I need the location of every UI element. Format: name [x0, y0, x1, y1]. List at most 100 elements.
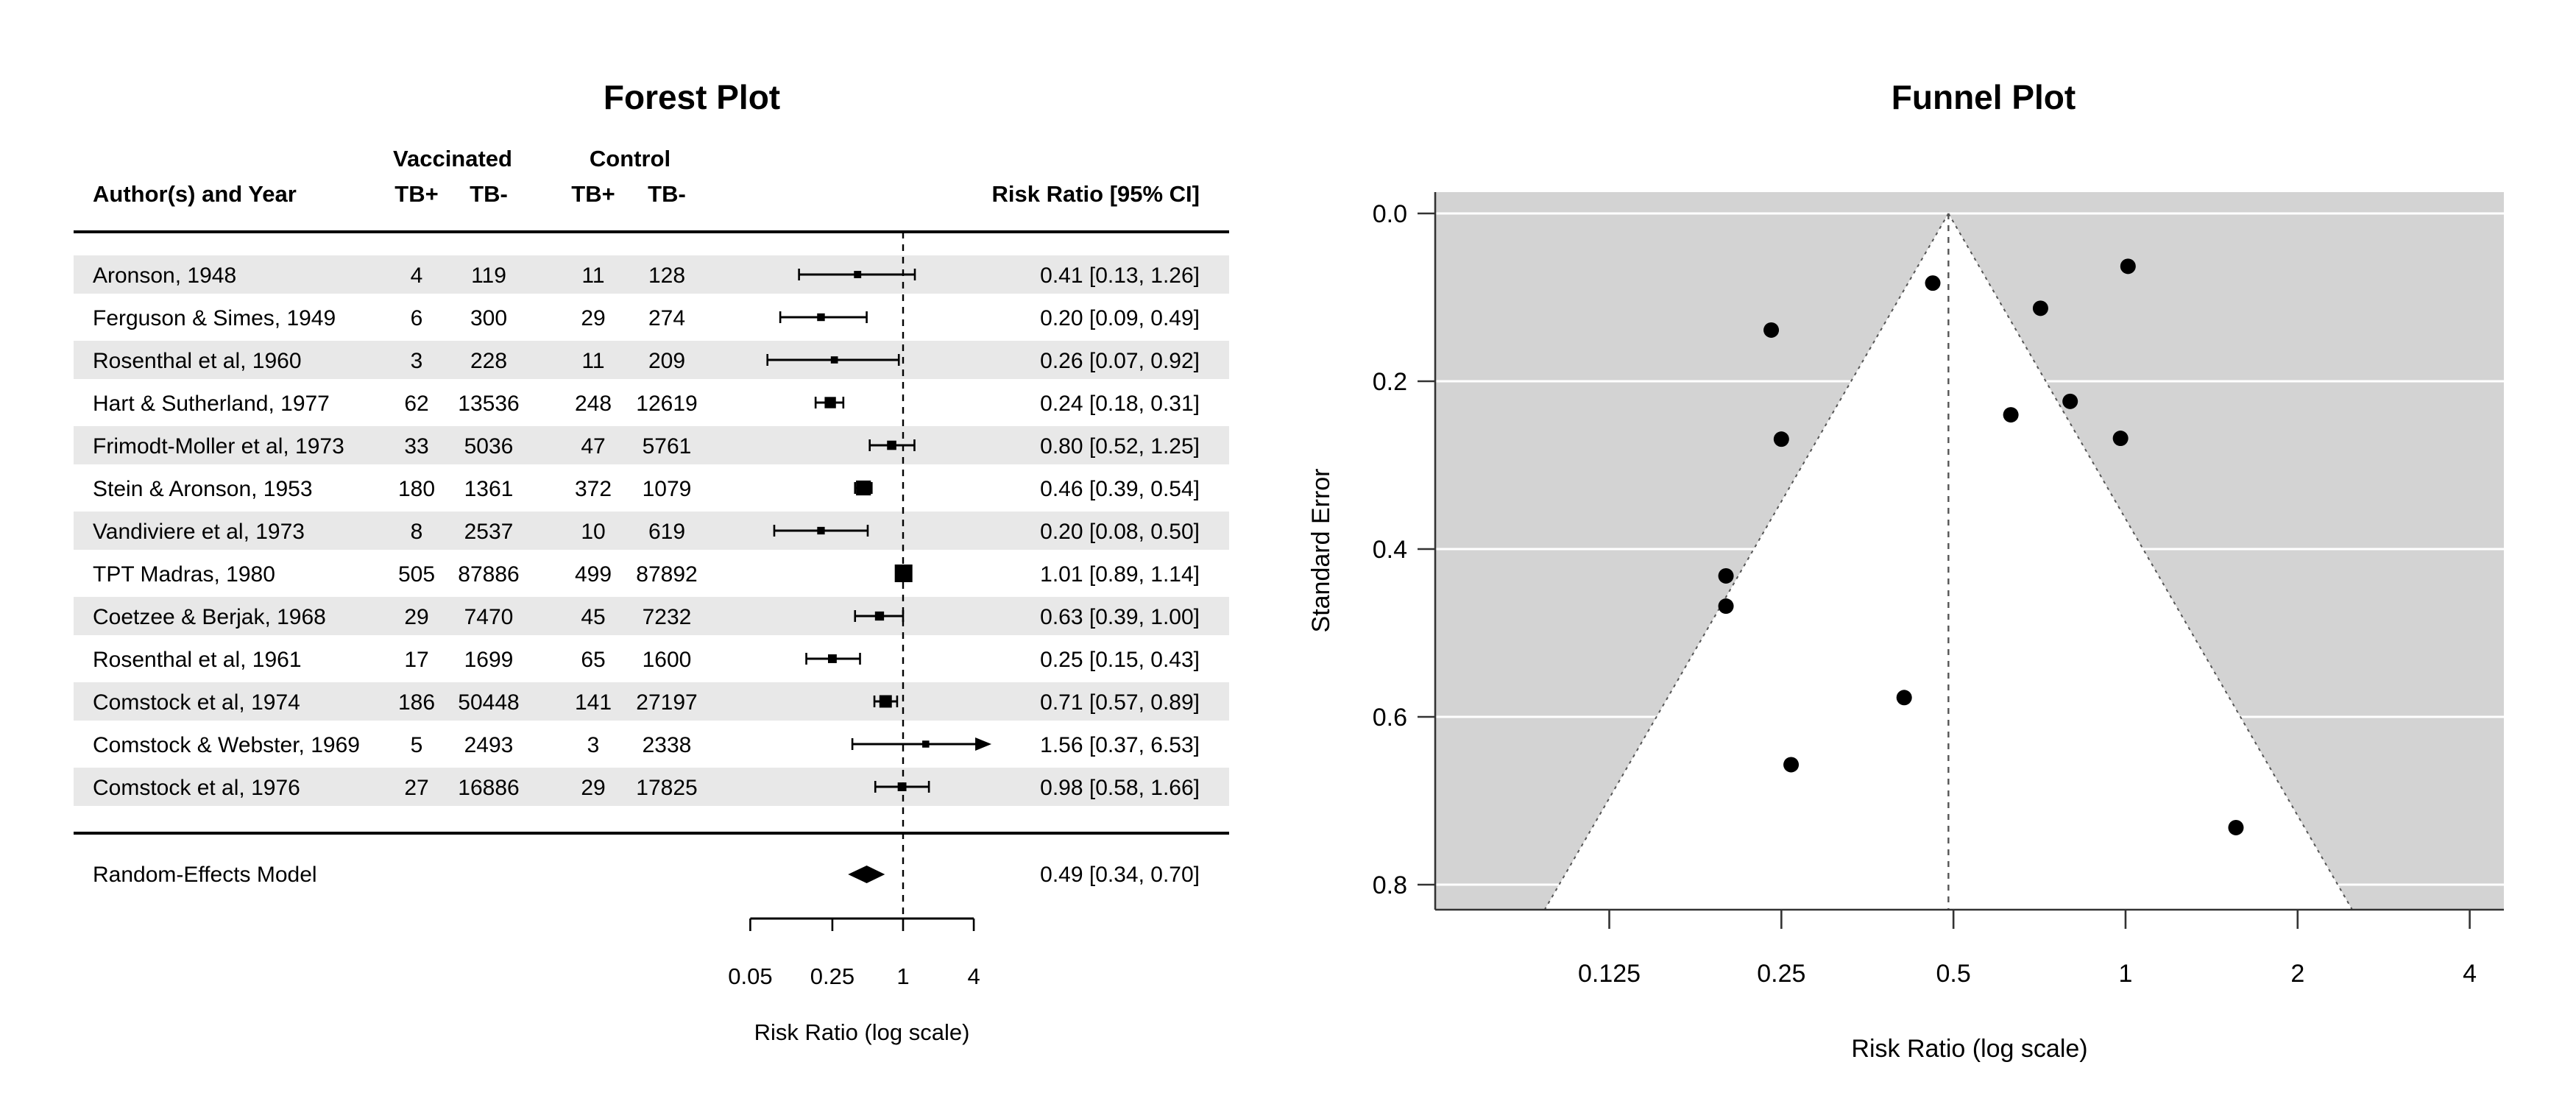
forest-header-c-tb-neg: TB-	[648, 181, 686, 207]
vaccinated-tb-neg-count: 300	[470, 306, 507, 330]
study-estimate-label: 0.63 [0.39, 1.00]	[1040, 605, 1200, 629]
study-author: TPT Madras, 1980	[93, 562, 275, 587]
study-estimate-label: 0.71 [0.57, 0.89]	[1040, 690, 1200, 715]
control-tb-neg-count: 12619	[636, 392, 697, 416]
vaccinated-tb-pos-count: 17	[404, 648, 428, 672]
funnel-point	[1773, 431, 1789, 447]
forest-x-tick-label: 1	[896, 963, 909, 989]
forest-plot-panel: Forest Plot Vaccinated Control Author(s)…	[74, 78, 1229, 1045]
funnel-point	[2112, 431, 2129, 447]
control-tb-neg-count: 1600	[643, 648, 692, 672]
control-tb-pos-count: 29	[581, 776, 605, 800]
study-estimate-label: 0.26 [0.07, 0.92]	[1040, 349, 1200, 373]
effect-size-square	[817, 313, 825, 322]
forest-header-author: Author(s) and Year	[93, 181, 297, 207]
vaccinated-tb-neg-count: 5036	[464, 434, 514, 459]
effect-size-square	[827, 654, 837, 663]
vaccinated-tb-neg-count: 87886	[458, 562, 519, 587]
funnel-x-tick-label: 4	[2463, 960, 2477, 988]
study-author: Coetzee & Berjak, 1968	[93, 605, 326, 629]
funnel-point	[1718, 567, 1734, 584]
control-tb-pos-count: 141	[575, 690, 612, 715]
forest-header-estimate: Risk Ratio [95% CI]	[991, 181, 1200, 207]
effect-size-square	[824, 397, 836, 408]
study-author: Aronson, 1948	[93, 263, 236, 288]
study-author: Frimodt-Moller et al, 1973	[93, 434, 344, 459]
forest-x-tick-label: 0.05	[728, 963, 772, 989]
funnel-plot-panel: Funnel Plot 0.0 0.2 0.4 0.6 0.8 0.125 0.25 0.5 1…	[1288, 0, 2576, 1104]
vaccinated-tb-neg-count: 50448	[458, 690, 519, 715]
forest-plot-svg: Forest Plot Vaccinated Control Author(s)…	[74, 78, 1229, 1045]
vaccinated-tb-pos-count: 33	[404, 434, 428, 459]
vaccinated-tb-neg-count: 1361	[464, 477, 514, 501]
vaccinated-tb-pos-count: 505	[398, 562, 435, 587]
vaccinated-tb-pos-count: 27	[404, 776, 428, 800]
study-estimate-label: 0.46 [0.39, 0.54]	[1040, 477, 1200, 501]
row-shade-band	[74, 768, 1229, 806]
vaccinated-tb-pos-count: 6	[411, 306, 423, 330]
forest-plot-body: Aronson, 1948 4 119 11 128 0.41 [0.13, 1.26] F…	[74, 230, 1229, 989]
vaccinated-tb-pos-count: 62	[404, 392, 428, 416]
row-shade-band	[74, 426, 1229, 464]
vaccinated-tb-neg-count: 2537	[464, 520, 514, 544]
vaccinated-tb-neg-count: 16886	[458, 776, 519, 800]
vaccinated-tb-neg-count: 2493	[464, 733, 514, 757]
forest-header-vaccinated: Vaccinated	[393, 146, 512, 171]
funnel-edge-left	[1543, 213, 1950, 910]
vaccinated-tb-neg-count: 7470	[464, 605, 514, 629]
summary-diamond	[848, 866, 885, 883]
row-shade-band	[74, 512, 1229, 550]
study-author: Stein & Aronson, 1953	[93, 477, 313, 501]
vaccinated-tb-pos-count: 8	[411, 520, 423, 544]
funnel-region	[1544, 213, 2352, 910]
funnel-point	[1896, 690, 1912, 706]
study-estimate-label: 0.20 [0.08, 0.50]	[1040, 520, 1200, 544]
vaccinated-tb-pos-count: 5	[411, 733, 423, 757]
funnel-x-tick-label: 2	[2290, 960, 2304, 988]
control-tb-pos-count: 11	[581, 349, 604, 373]
funnel-y-tick-label: 0.8	[1373, 871, 1407, 899]
funnel-x-tick-label: 0.125	[1578, 960, 1641, 988]
forest-header-v-tb-neg: TB-	[470, 181, 508, 207]
funnel-x-tick-label: 1	[2119, 960, 2133, 988]
control-tb-pos-count: 248	[575, 392, 612, 416]
forest-summary-estimate: 0.49 [0.34, 0.70]	[1040, 863, 1200, 887]
funnel-y-tick-label: 0.4	[1373, 536, 1407, 564]
vaccinated-tb-pos-count: 29	[404, 605, 428, 629]
effect-size-square	[874, 611, 885, 621]
study-estimate-label: 1.56 [0.37, 6.53]	[1040, 733, 1200, 757]
vaccinated-tb-neg-count: 228	[470, 349, 507, 373]
effect-size-square	[854, 271, 862, 278]
row-shade-band	[74, 341, 1229, 379]
funnel-y-tick-label: 0.2	[1373, 368, 1407, 396]
funnel-x-axis-title: Risk Ratio (log scale)	[1851, 1035, 2087, 1063]
study-estimate-label: 1.01 [0.89, 1.14]	[1040, 562, 1200, 587]
control-tb-neg-count: 128	[648, 263, 685, 288]
funnel-x-tick-label: 0.25	[1757, 960, 1805, 988]
effect-size-square	[894, 565, 913, 582]
vaccinated-tb-neg-count: 1699	[464, 648, 514, 672]
control-tb-neg-count: 5761	[643, 434, 692, 459]
vaccinated-tb-neg-count: 119	[471, 263, 506, 288]
vaccinated-tb-pos-count: 3	[411, 349, 423, 373]
funnel-plot-svg: Funnel Plot 0.0 0.2 0.4 0.6 0.8 0.125 0.25 0.5 1…	[1307, 78, 2504, 1063]
funnel-y-axis-title: Standard Error	[1307, 469, 1335, 633]
forest-x-tick-label: 4	[967, 963, 980, 989]
funnel-point	[2120, 258, 2136, 275]
forest-header-control: Control	[590, 146, 670, 171]
control-tb-pos-count: 11	[581, 263, 604, 288]
control-tb-pos-count: 47	[581, 434, 605, 459]
effect-size-square	[817, 526, 825, 535]
study-author: Comstock & Webster, 1969	[93, 733, 360, 757]
study-author: Ferguson & Simes, 1949	[93, 306, 336, 330]
effect-size-square	[897, 782, 907, 791]
ci-arrowhead	[975, 737, 992, 751]
effect-size-square	[879, 695, 892, 708]
study-estimate-label: 0.80 [0.52, 1.25]	[1040, 434, 1200, 459]
study-author: Vandiviere et al, 1973	[93, 520, 305, 544]
control-tb-neg-count: 619	[648, 520, 685, 544]
control-tb-neg-count: 209	[648, 349, 685, 373]
study-estimate-label: 0.98 [0.58, 1.66]	[1040, 776, 1200, 800]
study-estimate-label: 0.41 [0.13, 1.26]	[1040, 263, 1200, 288]
vaccinated-tb-neg-count: 13536	[458, 392, 519, 416]
